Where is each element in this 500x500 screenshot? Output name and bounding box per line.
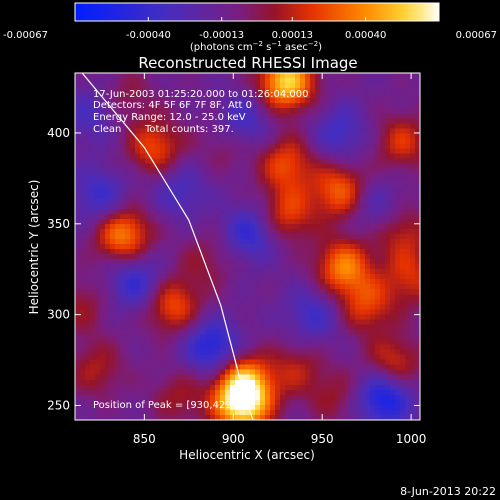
y-tick-label: 300 bbox=[47, 308, 70, 322]
x-tick-label: 950 bbox=[311, 432, 334, 446]
y-tick-label: 350 bbox=[47, 217, 70, 231]
colorbar-tick-label: 0.00067 bbox=[456, 30, 497, 41]
x-axis-label: Heliocentric X (arcsec) bbox=[179, 448, 315, 462]
plot-frame bbox=[74, 72, 421, 421]
chart-title: Reconstructed RHESSI Image bbox=[138, 54, 357, 72]
detectors-annotation: Detectors: 4F 5F 6F 7F 8F, Att 0 bbox=[93, 100, 252, 111]
peak-position-annotation: Position of Peak = [930,429] bbox=[93, 400, 236, 411]
x-tick-label: 850 bbox=[133, 432, 156, 446]
y-axis-ticks: 250 300 350 400 bbox=[47, 126, 420, 412]
image-annotations: 17-Jun-2003 01:25:20.000 to 01:26:04.000… bbox=[93, 89, 309, 411]
solar-limb-curve bbox=[81, 73, 254, 420]
clean-annotation: Clean bbox=[93, 124, 121, 135]
y-tick-label: 250 bbox=[47, 398, 70, 412]
colorbar-tick-label: -0.00013 bbox=[199, 30, 244, 41]
colorbar-tick-label: 0.00013 bbox=[272, 30, 313, 41]
colorbar-ticks: -0.00067 -0.00040 -0.00013 0.00013 0.00040 0.… bbox=[3, 17, 497, 41]
x-tick-label: 900 bbox=[222, 432, 245, 446]
x-axis-ticks: 850 900 950 1000 bbox=[133, 73, 426, 446]
y-tick-label: 400 bbox=[47, 126, 70, 140]
colorbar-tick-label: -0.00067 bbox=[3, 30, 48, 41]
colorbar-unit-label: (photons cm−2 s−1 asec−2) bbox=[190, 40, 322, 53]
colorbar bbox=[74, 2, 440, 22]
energy-range-annotation: Energy Range: 12.0 - 25.0 keV bbox=[93, 112, 246, 123]
time-range-annotation: 17-Jun-2003 01:25:20.000 to 01:26:04.000 bbox=[93, 89, 309, 100]
colorbar-tick-label: -0.00040 bbox=[126, 30, 171, 41]
y-axis-label: Heliocentric Y (arcsec) bbox=[27, 180, 41, 315]
render-timestamp: 8-Jun-2013 20:22 bbox=[400, 485, 496, 498]
heatmap-image bbox=[75, 73, 420, 420]
x-tick-label: 1000 bbox=[396, 432, 427, 446]
total-counts-annotation: Total counts: 397. bbox=[144, 124, 234, 135]
colorbar-tick-label: 0.00040 bbox=[345, 30, 386, 41]
